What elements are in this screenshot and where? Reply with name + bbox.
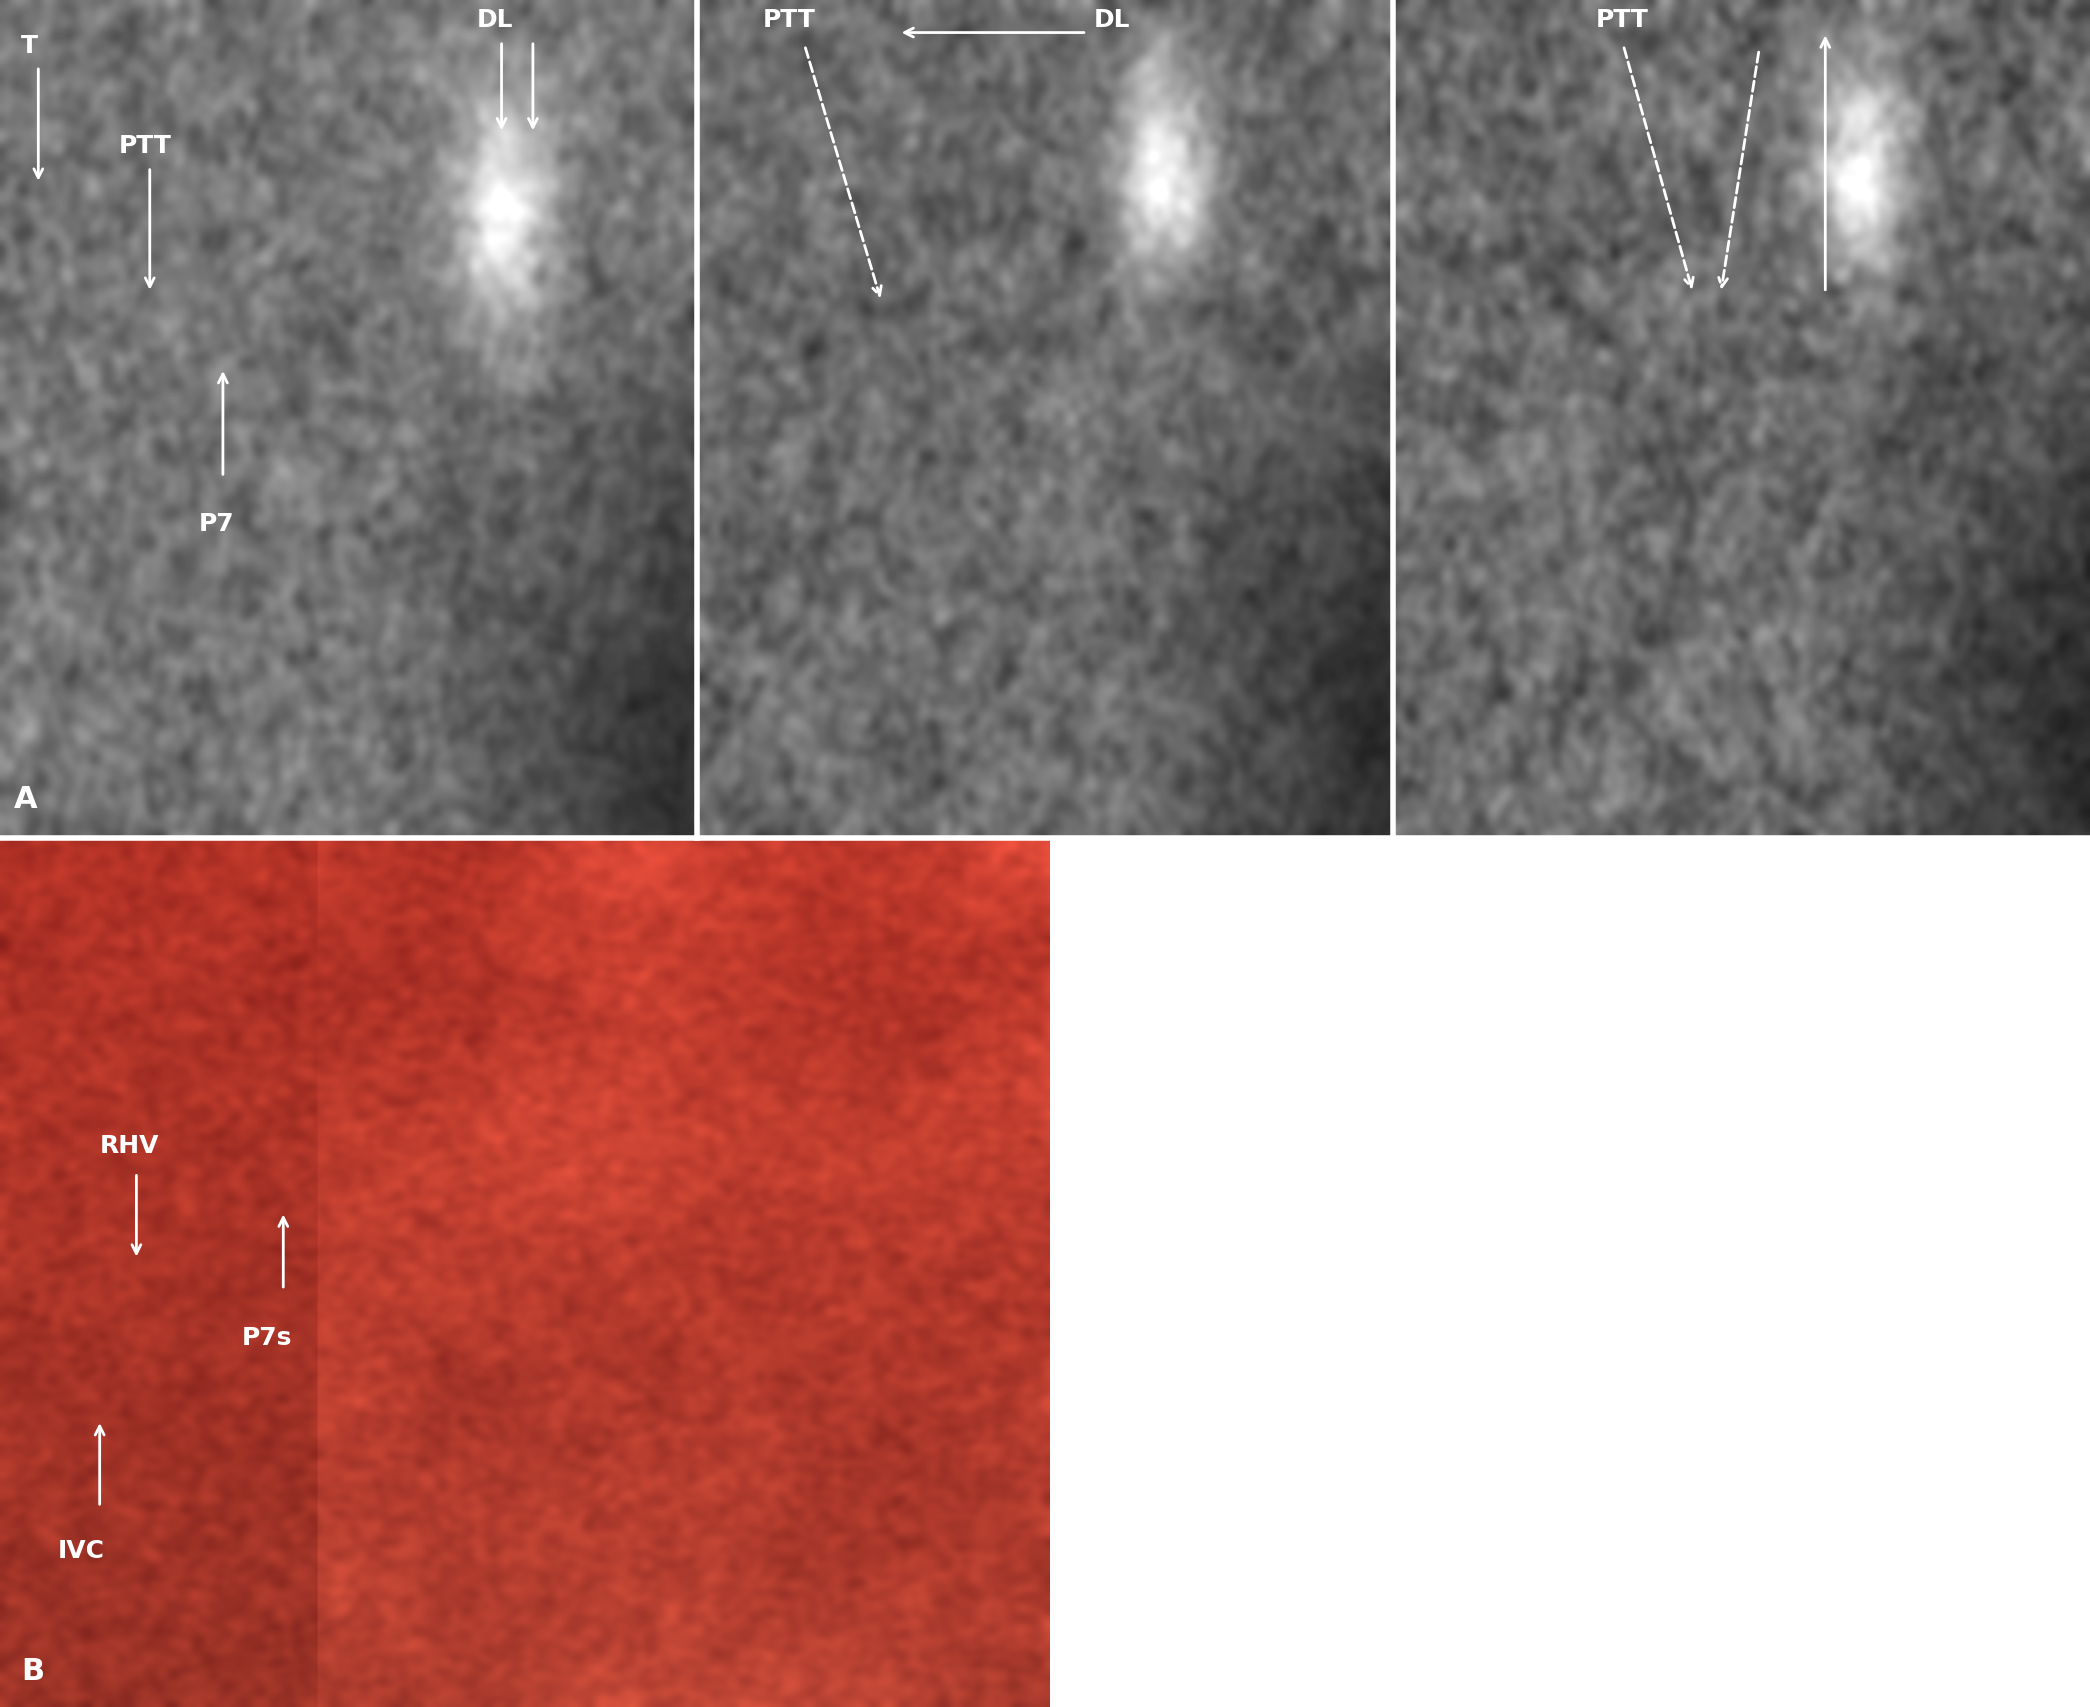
- Text: RHV: RHV: [100, 1133, 159, 1157]
- Text: A: A: [15, 784, 38, 813]
- Text: PTT: PTT: [763, 9, 815, 32]
- Text: T: T: [21, 34, 38, 58]
- Text: DL: DL: [1093, 9, 1131, 32]
- Text: DL: DL: [477, 9, 514, 32]
- Text: B: B: [21, 1656, 44, 1685]
- Text: PTT: PTT: [1595, 9, 1649, 32]
- Text: PTT: PTT: [119, 135, 171, 159]
- Text: IVC: IVC: [59, 1538, 104, 1562]
- Text: P7: P7: [199, 512, 234, 536]
- Text: P7s: P7s: [240, 1325, 293, 1349]
